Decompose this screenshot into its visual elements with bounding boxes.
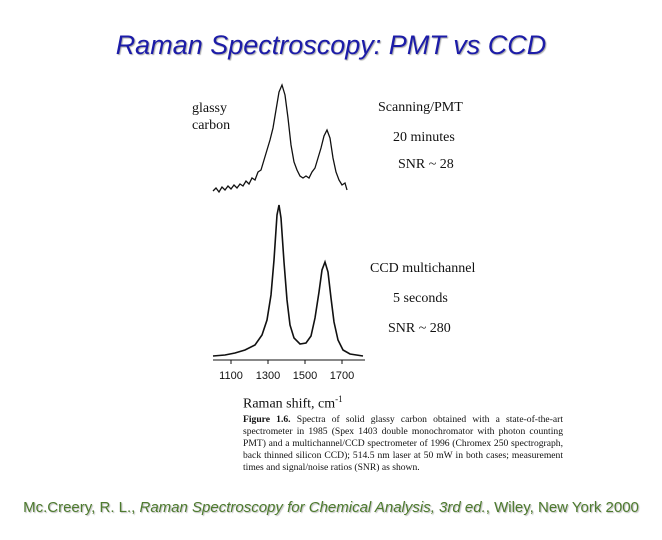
sample-label: glassy [192, 101, 227, 116]
panel-label: Scanning/PMT [378, 100, 463, 115]
pmt-spectrum [212, 83, 348, 194]
x-tick-label: 1300 [255, 370, 281, 382]
ccd-spectrum [212, 204, 364, 357]
x-tick-label: 1100 [219, 370, 243, 382]
x-tick-label: 1700 [329, 370, 355, 382]
panel-label: 5 seconds [393, 291, 448, 306]
x-tick-label: 1500 [292, 370, 318, 382]
panel-label: CCD multichannel [370, 261, 476, 276]
panel-label: SNR ~ 28 [398, 157, 454, 172]
citation: Mc.Creery, R. L., Raman Spectroscopy for… [10, 498, 652, 517]
x-axis-label: Raman shift, cm-1 [243, 394, 343, 413]
slide-title: Raman Spectroscopy: PMT vs CCD [115, 30, 547, 60]
panel-label: 20 minutes [393, 130, 455, 145]
citation-author: Mc.Creery, R. L., [23, 499, 140, 516]
panel-label: SNR ~ 280 [388, 321, 451, 336]
caption-text: Spectra of solid glassy carbon obtained … [243, 414, 564, 473]
caption-label: Figure 1.6. [243, 414, 291, 425]
citation-book: Raman Spectroscopy for Chemical Analysis… [139, 499, 486, 516]
figure-caption: Figure 1.6. Spectra of solid glassy carb… [243, 414, 563, 474]
sample-label: carbon [192, 118, 231, 133]
x-axis-label-text: Raman shift, cm [243, 396, 336, 412]
x-axis-label-exponent: -1 [335, 394, 343, 404]
citation-publisher: , Wiley, New York 2000 [485, 499, 639, 516]
